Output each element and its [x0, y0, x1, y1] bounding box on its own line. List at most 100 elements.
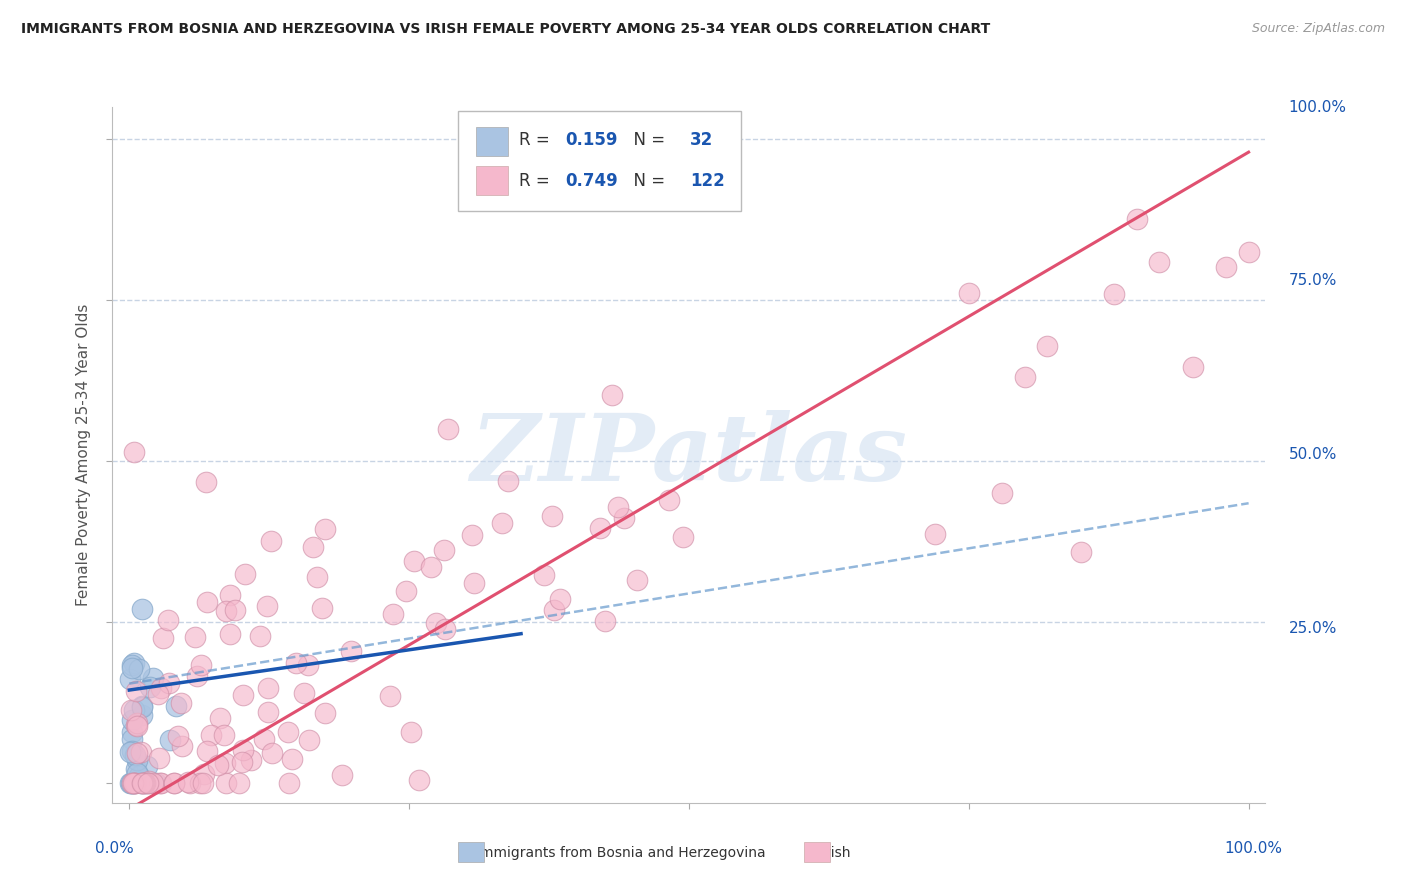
Point	[1215, 260, 1237, 274]
Point	[658, 492, 681, 507]
Point	[132, 776, 155, 790]
Point	[277, 776, 299, 790]
Point	[436, 422, 458, 436]
Point	[401, 724, 423, 739]
Point	[142, 671, 165, 685]
Text: 0.159: 0.159	[565, 131, 619, 150]
Point	[314, 706, 336, 720]
Point	[136, 776, 159, 790]
Point	[408, 772, 430, 787]
Point	[613, 510, 636, 524]
Point	[262, 746, 284, 760]
Point	[128, 662, 150, 676]
Point	[292, 686, 315, 700]
Point	[1104, 286, 1126, 301]
Point	[314, 522, 336, 536]
Point	[125, 752, 148, 766]
Point	[378, 690, 401, 704]
Point	[131, 776, 153, 790]
Point	[311, 601, 333, 615]
Point	[121, 776, 143, 790]
Point	[124, 776, 146, 790]
Text: Irish: Irish	[821, 846, 851, 860]
Point	[124, 684, 146, 698]
Point	[125, 719, 148, 733]
Point	[924, 527, 946, 541]
Point	[186, 669, 208, 683]
Point	[128, 768, 150, 782]
Point	[131, 708, 153, 723]
Point	[626, 573, 648, 587]
Point	[285, 656, 308, 670]
Text: 50.0%: 50.0%	[1288, 448, 1337, 462]
Point	[419, 560, 441, 574]
Point	[132, 776, 155, 790]
Point	[281, 752, 304, 766]
Point	[1181, 359, 1204, 374]
Point	[461, 528, 484, 542]
Point	[195, 595, 218, 609]
Point	[131, 699, 153, 714]
Text: N =: N =	[623, 131, 671, 150]
Point	[170, 739, 193, 753]
Point	[195, 475, 218, 489]
Point	[330, 768, 353, 782]
Point	[212, 728, 235, 742]
Point	[122, 656, 145, 670]
Point	[600, 388, 623, 402]
Point	[191, 776, 214, 790]
FancyBboxPatch shape	[458, 842, 484, 862]
Point	[139, 680, 162, 694]
Point	[589, 521, 612, 535]
Point	[1036, 339, 1059, 353]
Point	[433, 622, 456, 636]
Point	[957, 286, 980, 301]
Point	[1070, 545, 1092, 559]
FancyBboxPatch shape	[804, 842, 830, 862]
Text: 0.0%: 0.0%	[96, 841, 134, 856]
Point	[382, 607, 405, 621]
Point	[135, 776, 157, 790]
Point	[177, 774, 200, 789]
Point	[298, 733, 321, 747]
Point	[121, 713, 143, 727]
Point	[214, 604, 236, 618]
Point	[195, 744, 218, 758]
Point	[543, 603, 565, 617]
Point	[1237, 245, 1260, 260]
Point	[162, 776, 184, 790]
Point	[120, 703, 142, 717]
Point	[1014, 369, 1036, 384]
Point	[149, 776, 172, 790]
Point	[224, 603, 246, 617]
FancyBboxPatch shape	[458, 111, 741, 211]
Point	[159, 732, 181, 747]
Point	[149, 681, 172, 695]
Y-axis label: Female Poverty Among 25-34 Year Olds: Female Poverty Among 25-34 Year Olds	[76, 304, 91, 606]
Point	[491, 516, 513, 531]
Point	[127, 766, 149, 780]
Point	[231, 755, 253, 769]
Point	[209, 711, 232, 725]
Point	[136, 759, 159, 773]
Text: 122: 122	[690, 172, 725, 190]
Point	[124, 776, 146, 790]
Point	[121, 661, 143, 675]
Point	[207, 758, 229, 772]
Point	[219, 588, 242, 602]
Point	[232, 688, 254, 702]
Point	[152, 632, 174, 646]
Point	[124, 718, 146, 732]
Point	[228, 776, 250, 790]
Point	[395, 584, 418, 599]
Point	[120, 776, 142, 790]
Point	[157, 676, 180, 690]
Point	[1125, 212, 1147, 227]
Point	[138, 776, 160, 790]
Point	[215, 776, 238, 790]
Point	[260, 533, 283, 548]
Point	[121, 657, 143, 672]
Point	[131, 602, 153, 616]
Text: 25.0%: 25.0%	[1288, 622, 1337, 636]
Point	[163, 776, 186, 790]
